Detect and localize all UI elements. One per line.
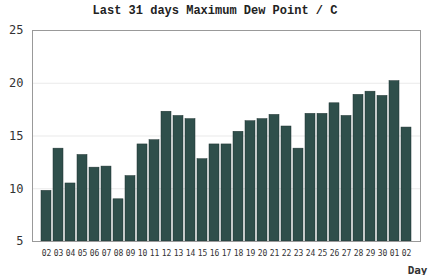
html-text:Last 31 days Maximum Dew Point: Last 31 days Maximum Dew Point / C	[92, 4, 338, 18]
svg-text:25: 25	[318, 249, 328, 258]
svg-text:22: 22	[282, 249, 292, 258]
svg-text:02: 02	[42, 249, 52, 258]
svg-text:27: 27	[342, 249, 352, 258]
svg-text:10: 10	[9, 182, 23, 196]
svg-text:24: 24	[306, 249, 316, 258]
svg-text:09: 09	[126, 249, 136, 258]
svg-text:14: 14	[186, 249, 196, 258]
svg-text:28: 28	[354, 249, 364, 258]
svg-text:15: 15	[9, 129, 23, 143]
svg-text:15: 15	[198, 249, 208, 258]
svg-text:20: 20	[258, 249, 268, 258]
svg-text:23: 23	[294, 249, 304, 258]
svg-text:03: 03	[54, 249, 64, 258]
svg-text:01: 01	[390, 249, 400, 258]
svg-text:17: 17	[222, 249, 232, 258]
svg-text:26: 26	[330, 249, 340, 258]
svg-text:11: 11	[150, 249, 160, 258]
svg-text:29: 29	[366, 249, 376, 258]
svg-text:12: 12	[162, 249, 172, 258]
svg-text:25: 25	[9, 23, 23, 37]
svg-text:13: 13	[174, 249, 184, 258]
svg-text:Day: Day	[408, 264, 428, 275]
svg-text:16: 16	[210, 249, 220, 258]
svg-text:5: 5	[16, 234, 23, 248]
svg-text:19: 19	[246, 249, 256, 258]
svg-text:05: 05	[78, 249, 88, 258]
svg-text:06: 06	[90, 249, 100, 258]
svg-text:07: 07	[102, 249, 112, 258]
svg-text:18: 18	[234, 249, 244, 258]
svg-text:10: 10	[138, 249, 148, 258]
svg-text:21: 21	[270, 249, 280, 258]
svg-text:02: 02	[402, 249, 412, 258]
svg-text:04: 04	[66, 249, 76, 258]
svg-text:20: 20	[9, 76, 23, 90]
svg-text:30: 30	[378, 249, 388, 258]
svg-text:08: 08	[114, 249, 124, 258]
